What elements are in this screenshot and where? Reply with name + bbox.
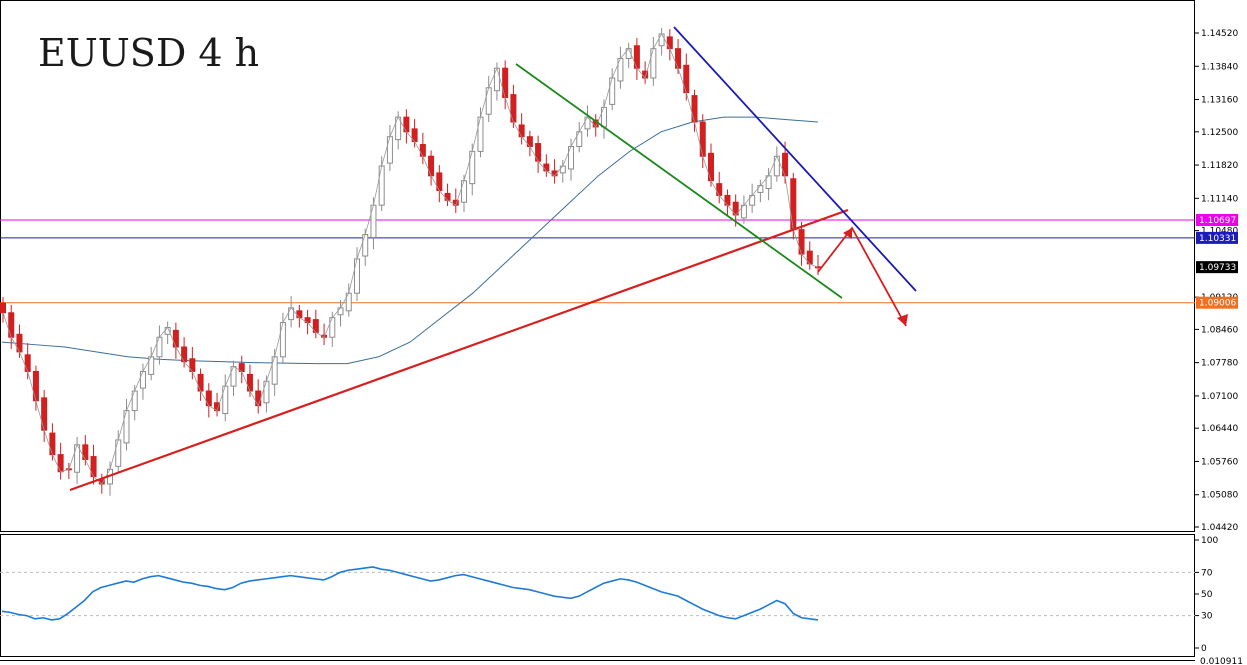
candle-body (131, 390, 138, 412)
candle-body (230, 366, 237, 387)
candle-body (609, 77, 616, 105)
candle-body (559, 165, 566, 174)
price-tag-box (1196, 296, 1238, 309)
price-tick-label: 1.07100 (1201, 392, 1238, 402)
price-tag-label: 1.10697 (1199, 216, 1236, 226)
candle-body (518, 124, 525, 138)
price-tick-label: 1.11140 (1201, 194, 1238, 204)
candle-body (543, 163, 550, 172)
candle-body (263, 380, 270, 404)
rsi-tick-label: 0 (1201, 644, 1207, 654)
channel-trendline-green (515, 63, 843, 299)
candle-body (403, 116, 410, 133)
candle-body (485, 87, 492, 115)
candle-body (32, 370, 39, 402)
rsi-tick-label: 30 (1201, 612, 1213, 622)
price-tag-box (1196, 261, 1238, 274)
candle-body (115, 439, 122, 467)
candle-body (790, 178, 797, 231)
rsi-tick-label: 70 (1201, 568, 1213, 578)
rsi-tick-label: 50 (1201, 590, 1213, 600)
rsi-tick-label: 100 (1201, 536, 1218, 546)
candle-body (444, 192, 451, 201)
candles (0, 28, 821, 496)
forecast-path-arrow (817, 226, 907, 327)
candle-body (156, 336, 163, 358)
price-tag-box (1196, 213, 1238, 226)
chart-title: EUUSD 4 h (38, 31, 259, 75)
candle-body (353, 258, 360, 294)
candle-body (279, 322, 286, 358)
candle-body (246, 373, 253, 392)
price-tick-label: 1.13160 (1201, 96, 1238, 106)
candle-body (477, 116, 484, 152)
candle-body (296, 310, 303, 319)
support-trendline (69, 208, 849, 492)
candle-body (8, 312, 15, 338)
candle-body (428, 155, 435, 177)
candle-body (205, 390, 212, 407)
candle-body (197, 373, 204, 392)
candle-body (658, 33, 665, 47)
candle-body (362, 234, 369, 257)
price-tag-label: 1.09733 (1199, 263, 1236, 273)
candle-body (386, 136, 393, 164)
rsi-axis: 100 70 50 30 0 (1195, 536, 1218, 654)
price-tick-label: 1.06440 (1201, 424, 1238, 434)
resistance-trendline-blue (673, 26, 917, 292)
candle-body (57, 454, 64, 473)
candle-body (139, 370, 146, 389)
candle-body (798, 229, 805, 255)
candle-body (691, 95, 698, 123)
candle-body (378, 165, 385, 206)
price-tick-label: 1.11820 (1201, 161, 1238, 171)
zigzag-line (2, 33, 819, 485)
price-tick-label: 1.10480 (1201, 227, 1238, 237)
price-axis: 1.14520 1.13840 1.13160 1.12500 1.11820 1.111… (1195, 29, 1238, 533)
candle-body (0, 302, 6, 314)
candle-body (757, 185, 764, 193)
candle-body (650, 48, 657, 79)
candle-body (255, 390, 262, 407)
candle-body (666, 36, 673, 50)
candle-body (24, 354, 31, 372)
main-panel-frame (0, 0, 1195, 532)
candle-body (502, 67, 509, 99)
candle-body (419, 144, 426, 157)
price-tick-label: 1.13840 (1201, 62, 1238, 72)
price-tick-label: 1.14520 (1201, 29, 1238, 39)
candle-body (675, 48, 682, 69)
rsi-line (1, 566, 819, 621)
candle-body (773, 155, 780, 177)
candle-body (172, 329, 179, 348)
candle-body (716, 183, 723, 196)
candle-body (576, 131, 583, 147)
rsi-plot (0, 566, 1195, 621)
price-tick-label: 1.05080 (1201, 491, 1238, 501)
rsi-panel-frame (0, 534, 1195, 657)
forecast-arrowhead-up (843, 228, 852, 239)
bottom-axis-tick: 0.010911 (1200, 657, 1243, 665)
price-tick-label: 1.04420 (1201, 523, 1238, 533)
candle-body (461, 180, 468, 203)
price-tag-label: 1.09006 (1199, 299, 1236, 309)
moving-average-line (1, 116, 819, 365)
candle-body (82, 444, 89, 461)
price-tag-label: 1.10331 (1199, 234, 1236, 244)
price-tick-label: 1.07780 (1201, 359, 1238, 369)
price-tag-box (1196, 231, 1238, 244)
forecast-arrowhead (897, 314, 908, 326)
candle-body (49, 432, 56, 456)
candle-body (337, 307, 344, 316)
price-tick-label: 1.12500 (1201, 128, 1238, 138)
candle-body (329, 317, 336, 338)
candle-body (600, 106, 607, 128)
candle-body (181, 346, 188, 363)
price-tick-label: 1.08460 (1201, 325, 1238, 335)
candle-body (699, 121, 706, 157)
price-tick-label: 1.05760 (1201, 457, 1238, 467)
main-plot (0, 26, 1195, 496)
